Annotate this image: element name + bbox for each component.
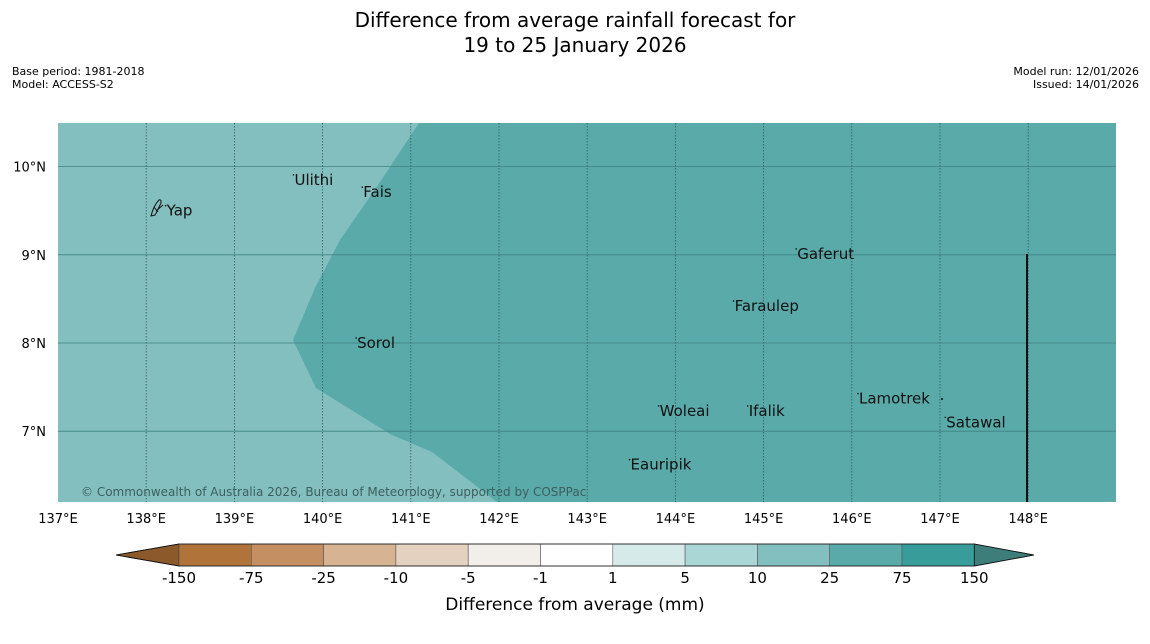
place-marker bbox=[164, 204, 167, 207]
meta-right: Model run: 12/01/2026 Issued: 14/01/2026 bbox=[1013, 65, 1139, 91]
islet-mark bbox=[941, 398, 943, 400]
place-marker bbox=[292, 174, 295, 176]
place-marker bbox=[732, 300, 735, 302]
yap-island-outline bbox=[150, 199, 164, 217]
colorbar-extend-high bbox=[973, 543, 1035, 567]
title-line-2: 19 to 25 January 2026 bbox=[463, 33, 687, 57]
colorbar-tick-label: -5 bbox=[461, 569, 476, 587]
colorbar-segment bbox=[612, 543, 686, 567]
title-line-1: Difference from average rainfall forecas… bbox=[354, 8, 796, 32]
latitude-label: 8°N bbox=[22, 337, 47, 352]
place-marker bbox=[361, 186, 364, 188]
longitude-label: 148°E bbox=[1008, 512, 1048, 527]
longitude-label: 139°E bbox=[215, 512, 255, 527]
latitude-label: 10°N bbox=[13, 161, 46, 176]
colorbar-outline bbox=[115, 543, 1035, 567]
longitude-label: 137°E bbox=[38, 512, 78, 527]
place-label: Ifalik bbox=[749, 402, 785, 420]
colorbar-tick-label: -25 bbox=[311, 569, 336, 587]
place-label: Lamotrek bbox=[859, 390, 930, 408]
copyright-text: © Commonwealth of Australia 2026, Bureau… bbox=[81, 485, 586, 499]
colorbar-tick-label: -75 bbox=[239, 569, 264, 587]
colorbar-tick-label: 75 bbox=[892, 569, 911, 587]
colorbar-segment bbox=[757, 543, 831, 567]
longitude-label: 144°E bbox=[656, 512, 696, 527]
model-run: Model run: 12/01/2026 bbox=[1013, 65, 1139, 78]
colorbar-tick-label: 1 bbox=[608, 569, 618, 587]
latitude-label: 9°N bbox=[22, 249, 47, 264]
meta-left: Base period: 1981-2018 Model: ACCESS-S2 bbox=[12, 65, 144, 91]
colorbar-tick-label: 10 bbox=[748, 569, 767, 587]
longitude-label: 146°E bbox=[832, 512, 872, 527]
model-name: Model: ACCESS-S2 bbox=[12, 78, 114, 91]
colorbar-segment bbox=[540, 543, 614, 567]
colorbar-tick-label: 5 bbox=[680, 569, 690, 587]
colorbar-segment bbox=[829, 543, 903, 567]
place-label: Woleai bbox=[660, 402, 710, 420]
place-marker bbox=[795, 248, 798, 250]
issued-date: Issued: 14/01/2026 bbox=[1032, 78, 1139, 91]
colorbar-tick-label: -1 bbox=[533, 569, 548, 587]
forecast-region-east bbox=[293, 123, 1116, 502]
place-label: Gaferut bbox=[797, 245, 854, 263]
place-marker bbox=[857, 392, 859, 395]
colorbar-segment bbox=[178, 543, 252, 567]
longitude-label: 147°E bbox=[920, 512, 960, 527]
place-label: Ulithi bbox=[294, 171, 333, 189]
colorbar-segment bbox=[684, 543, 758, 567]
place-marker bbox=[628, 458, 631, 461]
colorbar-tick-label: 25 bbox=[820, 569, 839, 587]
map-title: Difference from average rainfall forecas… bbox=[0, 8, 1150, 58]
longitude-label: 143°E bbox=[567, 512, 607, 527]
colorbar-segment bbox=[323, 543, 397, 567]
colorbar-tick-label: 150 bbox=[960, 569, 989, 587]
place-marker bbox=[944, 416, 947, 419]
longitude-label: 142°E bbox=[479, 512, 519, 527]
longitude-label: 140°E bbox=[303, 512, 343, 527]
colorbar-label: Difference from average (mm) bbox=[445, 595, 704, 615]
place-label: Yap bbox=[166, 202, 193, 220]
colorbar-segment bbox=[467, 543, 541, 567]
longitude-label: 145°E bbox=[744, 512, 784, 527]
base-period: Base period: 1981-2018 bbox=[12, 65, 145, 78]
place-label: Eauripik bbox=[631, 456, 692, 474]
place-label: Faraulep bbox=[735, 297, 799, 315]
latitude-label: 7°N bbox=[22, 425, 47, 440]
place-marker bbox=[657, 405, 660, 407]
colorbar-extend-low bbox=[115, 543, 180, 567]
place-label: Sorol bbox=[357, 334, 395, 352]
colorbar-tick-label: -150 bbox=[162, 569, 196, 587]
place-label: Fais bbox=[363, 183, 392, 201]
longitude-label: 138°E bbox=[126, 512, 166, 527]
longitude-label: 141°E bbox=[391, 512, 431, 527]
colorbar-segment bbox=[251, 543, 324, 567]
colorbar-segment bbox=[901, 543, 975, 567]
place-label: Satawal bbox=[946, 413, 1005, 431]
colorbar-tick-label: -10 bbox=[384, 569, 409, 587]
colorbar-segment bbox=[395, 543, 469, 567]
place-marker bbox=[746, 405, 749, 407]
place-marker bbox=[355, 337, 357, 339]
